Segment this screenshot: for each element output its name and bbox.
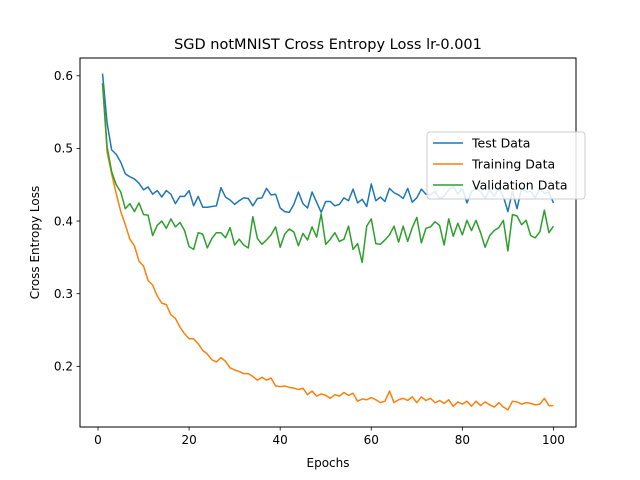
legend-label-1: Test Data <box>471 136 530 151</box>
x-axis: 0 20 40 60 80 100 <box>94 427 565 447</box>
y-tick-label: 0.2 <box>54 360 73 374</box>
y-tick-label: 0.6 <box>54 69 73 83</box>
x-tick-label: 60 <box>364 433 379 447</box>
legend-label-2: Training Data <box>471 157 555 172</box>
series-line-2 <box>101 83 554 411</box>
y-tick-label: 0.3 <box>54 287 73 301</box>
y-axis: 0.2 0.3 0.4 0.5 0.6 <box>54 69 80 374</box>
legend-label-3: Validation Data <box>472 178 568 193</box>
chart-title: SGD notMNIST Cross Entropy Loss lr-0.001 <box>174 37 482 53</box>
legend-box <box>426 131 586 200</box>
y-axis-label: Cross Entropy Loss <box>28 186 42 299</box>
y-tick-label: 0.4 <box>54 214 73 228</box>
legend: Test Data Training Data Validation Data <box>426 131 586 200</box>
x-tick-label: 0 <box>94 433 102 447</box>
x-tick-label: 40 <box>273 433 288 447</box>
x-tick-label: 80 <box>455 433 470 447</box>
x-tick-label: 20 <box>181 433 196 447</box>
x-axis-label: Epochs <box>307 456 350 470</box>
plot-frame <box>79 57 577 428</box>
x-tick-label: 100 <box>542 433 565 447</box>
series-line-3 <box>101 83 555 264</box>
y-tick-label: 0.5 <box>54 142 73 156</box>
